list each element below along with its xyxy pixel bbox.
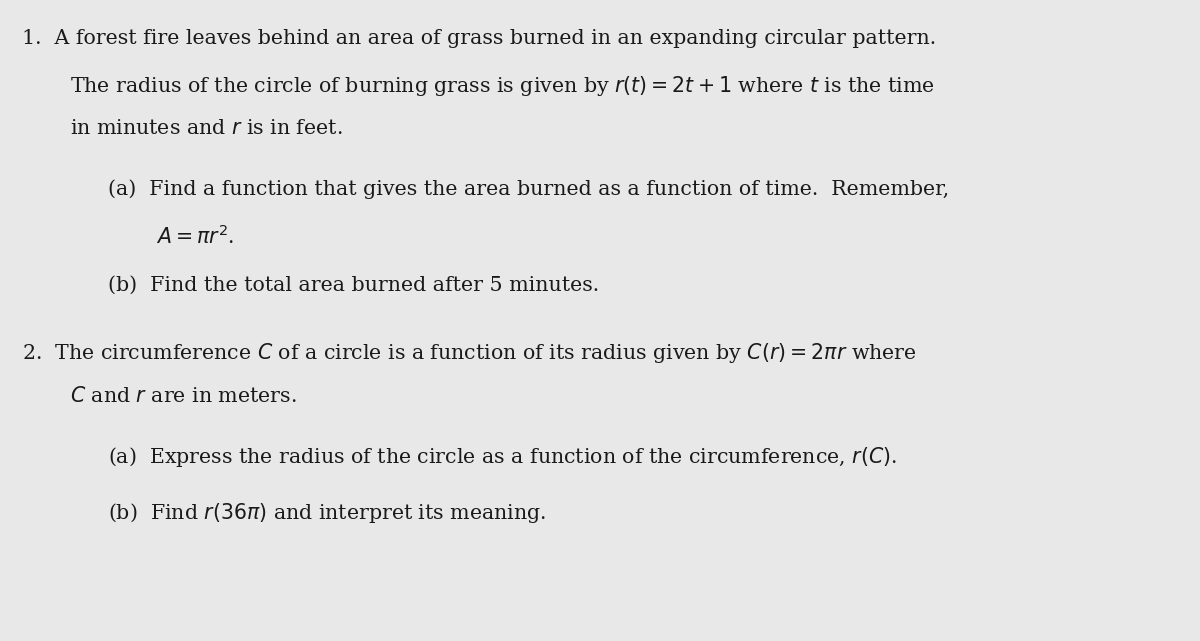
Text: 2.  The circumference $C$ of a circle is a function of its radius given by $C(r): 2. The circumference $C$ of a circle is … [22, 341, 917, 365]
Text: 1.  A forest fire leaves behind an area of grass burned in an expanding circular: 1. A forest fire leaves behind an area o… [22, 29, 936, 48]
Text: (b)  Find $r(36\pi)$ and interpret its meaning.: (b) Find $r(36\pi)$ and interpret its me… [108, 501, 546, 525]
Text: (a)  Express the radius of the circle as a function of the circumference, $r(C)$: (a) Express the radius of the circle as … [108, 445, 898, 469]
Text: in minutes and $r$ is in feet.: in minutes and $r$ is in feet. [70, 119, 342, 138]
Text: $C$ and $r$ are in meters.: $C$ and $r$ are in meters. [70, 386, 296, 406]
Text: (b)  Find the total area burned after 5 minutes.: (b) Find the total area burned after 5 m… [108, 276, 599, 295]
Text: $A = \pi r^2$.: $A = \pi r^2$. [156, 224, 234, 248]
Text: The radius of the circle of burning grass is given by $r(t) = 2t+1$ where $t$ is: The radius of the circle of burning gras… [70, 74, 934, 97]
Text: (a)  Find a function that gives the area burned as a function of time.  Remember: (a) Find a function that gives the area … [108, 179, 949, 199]
